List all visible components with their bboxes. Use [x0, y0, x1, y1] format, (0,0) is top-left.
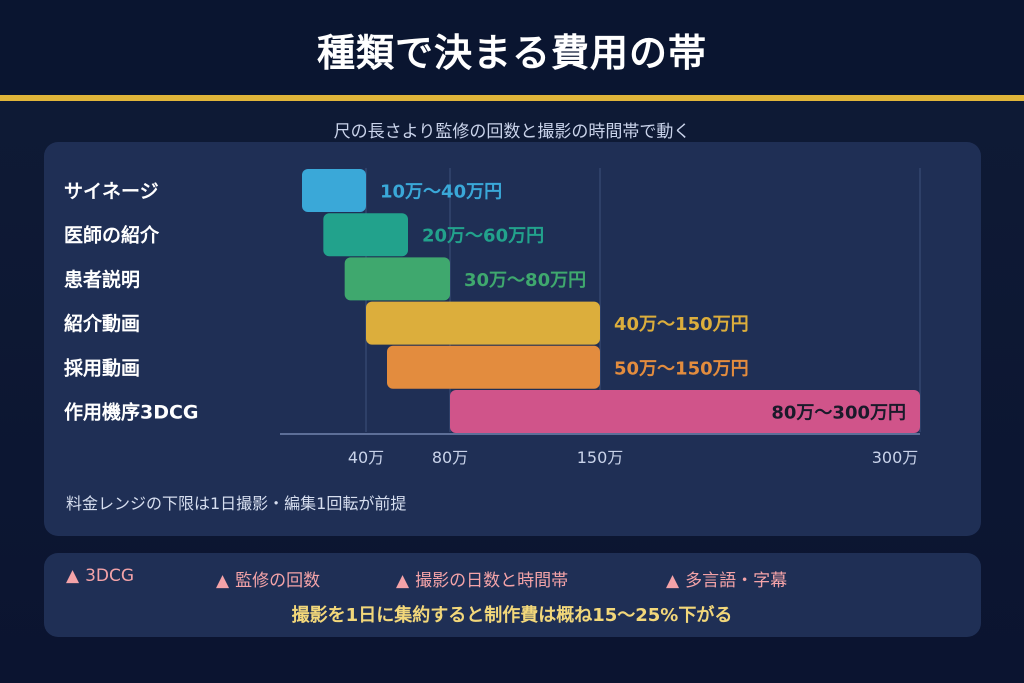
x-tick-label-3: 300万 [872, 448, 919, 467]
range-label-2: 30万〜80万円 [464, 270, 586, 291]
chart-note: 料金レンジの下限は1日撮影・編集1回転が前提 [66, 494, 407, 513]
page-subtitle: 尺の長さより監修の回数と撮影の時間帯で動く [333, 122, 691, 142]
range-bar-0 [302, 169, 366, 212]
triangle-icon: ▲ [396, 571, 410, 591]
footer-summary: 撮影を1日に集約すると制作費は概ね15〜25%下がる [291, 605, 733, 626]
range-label-5: 80万〜300万円 [771, 403, 906, 424]
footer-factor-review: ▲ 監修の回数 [216, 571, 321, 591]
category-label-5: 作用機序3DCG [64, 401, 199, 424]
range-bar-3 [366, 301, 600, 345]
category-label-2: 患者説明 [64, 268, 140, 291]
header [0, 0, 1024, 96]
range-label-0: 10万〜40万円 [380, 182, 502, 203]
range-bar-1 [323, 213, 408, 257]
range-bar-5 [450, 390, 920, 433]
triangle-icon: ▲ [66, 566, 80, 586]
category-label-0: サイネージ [64, 181, 159, 203]
triangle-icon: ▲ [216, 571, 230, 591]
footer-factor-shooting: ▲ 撮影の日数と時間帯 [396, 571, 569, 591]
range-bar-4 [387, 345, 600, 389]
triangle-icon: ▲ [666, 571, 680, 591]
category-label-4: 採用動画 [64, 357, 140, 379]
x-tick-label-2: 150万 [577, 448, 624, 467]
range-label-1: 20万〜60万円 [422, 226, 544, 247]
footer-factor-language: ▲ 多言語・字幕 [666, 571, 788, 591]
category-label-1: 医師の紹介 [64, 224, 160, 247]
category-label-3: 紹介動画 [64, 312, 140, 335]
x-tick-label-1: 80万 [432, 448, 468, 467]
header-divider [0, 95, 1024, 101]
footer-panel [44, 553, 981, 637]
x-tick-label-0: 40万 [348, 448, 384, 467]
page-title: 種類で決まる費用の帯 [316, 31, 707, 75]
range-bar-2 [344, 257, 450, 301]
range-label-4: 50万〜150万円 [614, 358, 749, 379]
footer-factor-3dcg: ▲ 3DCG [66, 566, 135, 586]
range-label-3: 40万〜150万円 [614, 314, 749, 335]
